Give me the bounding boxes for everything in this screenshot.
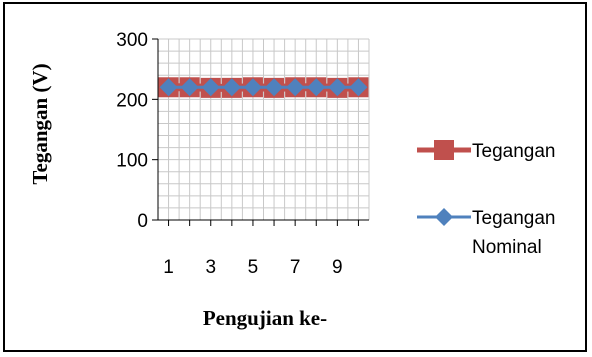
legend: Tegangan Tegangan Nominal — [417, 140, 555, 258]
x-tick-label: 5 — [248, 257, 259, 278]
data-point — [201, 78, 220, 97]
data-point — [307, 78, 326, 97]
x-tick-label: 1 — [163, 257, 174, 278]
y-tick-label: 200 — [116, 90, 148, 111]
x-tick-label: 7 — [290, 257, 301, 278]
legend-label: Tegangan — [472, 208, 555, 229]
x-tick-label: 3 — [205, 257, 216, 278]
data-point — [180, 78, 199, 97]
gridlines — [158, 38, 370, 220]
x-tick-label: 9 — [332, 257, 343, 278]
axes — [152, 38, 369, 226]
data-point — [286, 78, 305, 97]
y-tick-label: 300 — [116, 30, 148, 51]
y-axis-title: Tegangan (V) — [28, 63, 52, 184]
data-point — [243, 78, 262, 97]
data-point — [222, 78, 241, 97]
x-axis-title: Pengujian ke- — [203, 306, 327, 330]
y-tick-label: 0 — [137, 211, 148, 232]
chart-frame: 0 100 200 300 1 3 5 7 9 Tegangan (V) Pengujian k… — [3, 2, 587, 352]
legend-swatch-marker — [434, 140, 454, 160]
data-point — [265, 78, 284, 97]
series — [158, 77, 369, 98]
legend-label: Nominal — [472, 237, 542, 258]
data-point — [349, 78, 368, 97]
chart: 0 100 200 300 1 3 5 7 9 Tegangan (V) Pengujian k… — [28, 30, 555, 330]
legend-label: Tegangan — [472, 141, 555, 162]
legend-entry: Tegangan — [417, 140, 555, 162]
data-point — [328, 78, 347, 97]
y-tick-label: 100 — [116, 151, 148, 172]
legend-swatch-marker — [435, 208, 453, 226]
series-tegangan-nominal — [159, 78, 368, 97]
data-point — [159, 78, 178, 97]
tick-labels: 0 100 200 300 1 3 5 7 9 — [116, 30, 342, 278]
legend-entry: Tegangan Nominal — [417, 208, 555, 258]
